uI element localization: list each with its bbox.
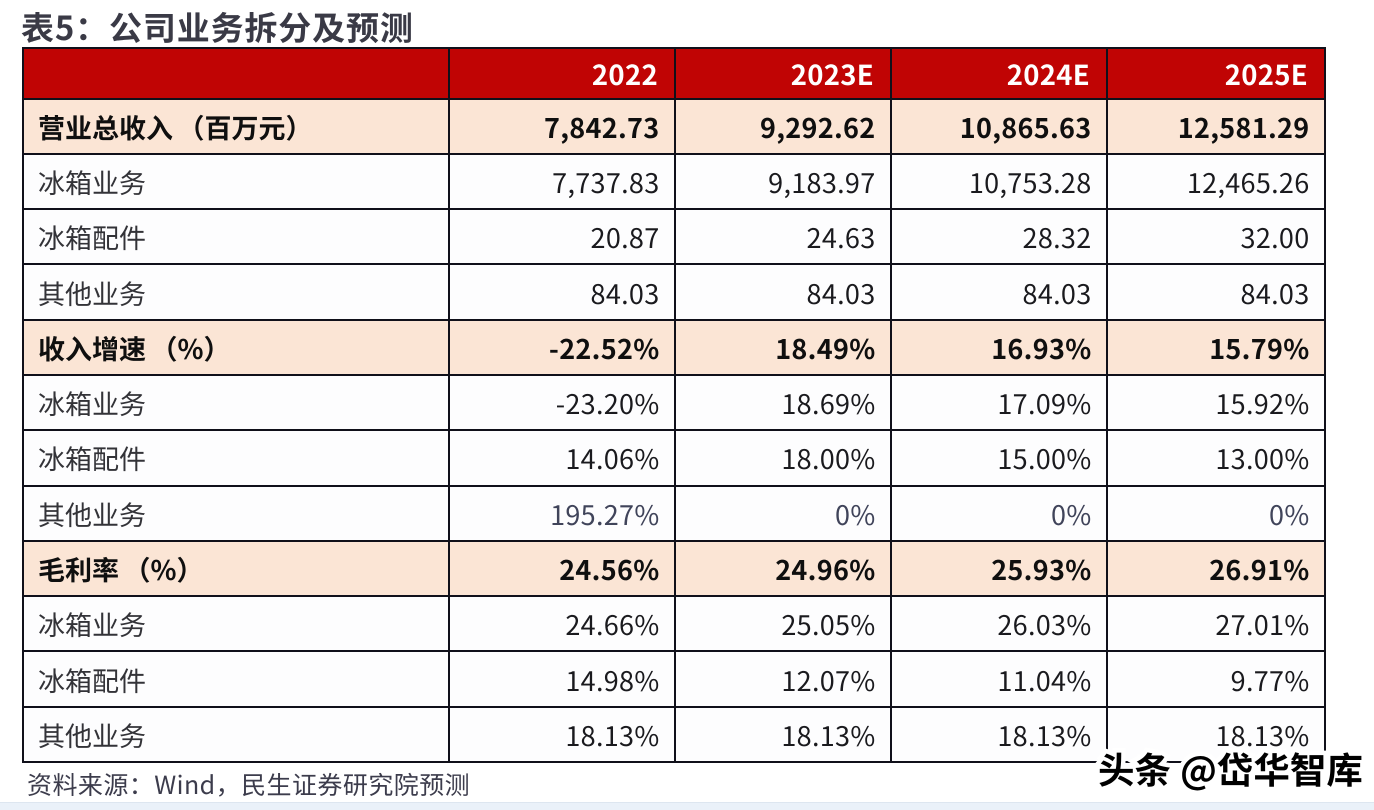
- svg-text:头条 @岱华智库: 头条 @岱华智库: [1098, 742, 1363, 795]
